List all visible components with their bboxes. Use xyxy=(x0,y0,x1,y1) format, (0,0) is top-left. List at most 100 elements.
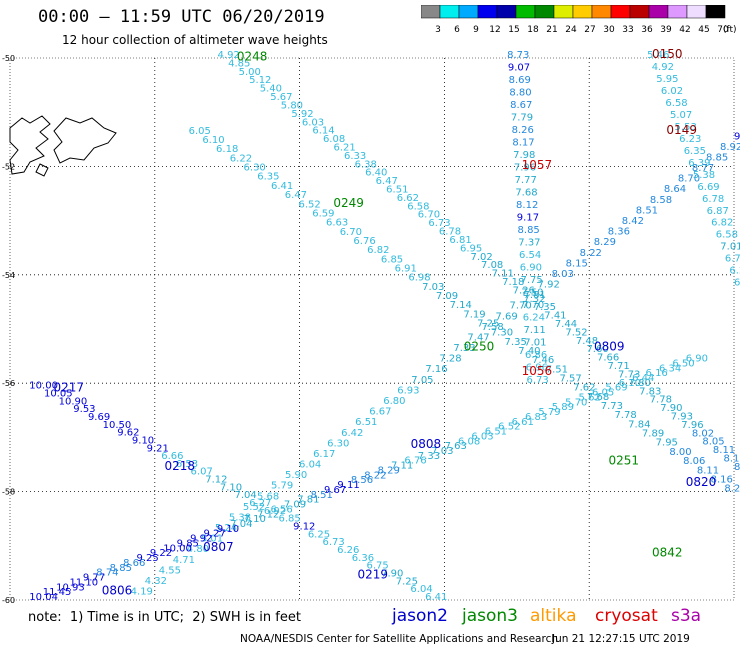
wave-height-value: 6.59 xyxy=(312,208,334,219)
wave-height-value: 6.69 xyxy=(697,182,719,193)
wave-height-value: 7.09 xyxy=(284,500,306,511)
legend-altika: altika xyxy=(530,606,577,626)
wave-height-value: 7.66 xyxy=(597,353,619,364)
wave-height-value: 6.05 xyxy=(592,388,614,399)
wave-height-value: 6.08 xyxy=(323,134,345,145)
wave-height-value: 6.47 xyxy=(285,190,307,201)
wave-height-value: 8.73 xyxy=(507,50,529,61)
wave-height-value: 7.33 xyxy=(418,451,440,462)
wave-height-value: 8.16 xyxy=(711,474,733,485)
wave-height-value: 8.64 xyxy=(664,184,686,195)
wave-height-value: 6.82 xyxy=(711,218,733,229)
wave-height-value: 7.33 xyxy=(453,343,475,354)
wave-height-value: 6.10 xyxy=(202,135,224,146)
wave-height-value: 7.25 xyxy=(477,318,499,329)
wave-height-value: 6.78 xyxy=(439,227,461,238)
wave-height-value: 6.70 xyxy=(418,210,440,221)
wave-height-value: 6.38 xyxy=(355,159,377,170)
wave-height-value: 6.56 xyxy=(270,504,292,515)
wave-height-value: 10.04 xyxy=(29,592,58,603)
lat-tick-label: -52 xyxy=(2,162,15,171)
wave-height-value: 4.19 xyxy=(131,587,153,598)
legend-s3a: s3a xyxy=(671,606,702,626)
wave-height-value: 7.09 xyxy=(436,291,458,302)
color-tick-label: 18 xyxy=(527,25,539,35)
wave-height-value: 9.10 xyxy=(217,524,239,535)
wave-height-value: 8.51 xyxy=(636,205,658,216)
wave-height-value: 6.51 xyxy=(355,417,377,428)
wave-height-value: 6.50 xyxy=(672,358,694,369)
wave-height-value: 7.73 xyxy=(618,369,640,380)
wave-height-value: 6.36 xyxy=(352,553,374,564)
wave-height-value: 7.28 xyxy=(439,354,461,365)
legend-cryosat: cryosat xyxy=(595,606,658,626)
wave-height-value: 9.22 xyxy=(150,548,172,559)
wave-height-value: 5.69 xyxy=(605,383,627,394)
wave-height-value: 4.71 xyxy=(173,555,195,566)
wave-height-value: 7.93 xyxy=(671,411,693,422)
wave-height-value: 7.11 xyxy=(391,461,413,472)
wave-height-value: 6.75 xyxy=(366,561,388,572)
wave-height-value: 7.12 xyxy=(205,475,227,486)
wave-height-value: 9.11 xyxy=(337,480,359,491)
wave-height-value: 8.11 xyxy=(697,465,719,476)
wave-height-value: 8.10 xyxy=(723,454,740,465)
wave-height-value: 7.41 xyxy=(544,311,566,322)
wave-height-value: 6.39 xyxy=(688,158,710,169)
wave-height-value: 6.03 xyxy=(471,431,493,442)
track-0248: 4.924.855.005.125.405.675.805.926.036.14… xyxy=(218,50,740,473)
wave-height-value: 9.17 xyxy=(517,213,539,224)
wave-height-value: 6.35 xyxy=(684,146,706,157)
wave-height-value: 6.53 xyxy=(176,459,198,470)
wave-height-value: 6.83 xyxy=(525,412,547,423)
page-subtitle: 12 hour collection of altimeter wave hei… xyxy=(62,33,328,47)
wave-height-value: 8.74 xyxy=(96,568,118,579)
color-tick-label: 12 xyxy=(489,25,500,35)
wave-height-value: 9.25 xyxy=(136,553,158,564)
wave-height-value: 6.47 xyxy=(376,176,398,187)
wave-height-value: 7.96 xyxy=(681,420,703,431)
wave-height-value: 6.16 xyxy=(646,368,668,379)
wave-height-value: 5.01 xyxy=(201,534,223,545)
wave-height-value: 7.69 xyxy=(495,311,517,322)
wave-height-value: 7.78 xyxy=(614,410,636,421)
wave-height-value: 6.90 xyxy=(520,263,542,274)
color-tick-label: 42 xyxy=(679,25,690,35)
lat-tick-label: -54 xyxy=(2,271,15,280)
wave-height-value: 8.12 xyxy=(516,200,538,211)
wave-height-value: 6.41 xyxy=(271,181,293,192)
wave-height-value: 6.96 xyxy=(526,363,548,374)
wave-height-value: 5.12 xyxy=(249,75,271,86)
wave-height-value: 6.05 xyxy=(189,126,211,137)
pass-time-label: 0820 xyxy=(686,475,717,489)
wave-height-value: 6.58 xyxy=(716,230,738,241)
wave-height-value: 6.76 xyxy=(404,456,426,467)
legend-jason2: jason2 xyxy=(392,606,448,626)
wave-height-value: 10.00 xyxy=(29,381,58,392)
wave-height-value: 6.67 xyxy=(369,407,391,418)
wave-height-value: 5.80 xyxy=(281,100,303,111)
generated-timestamp: Jun 21 12:27:15 UTC 2019 xyxy=(552,633,690,645)
wave-height-value: 6.02 xyxy=(661,86,683,97)
wave-height-value: 4.55 xyxy=(159,565,181,576)
wave-height-value: 5.38 xyxy=(693,170,715,181)
pass-time-label: 0251 xyxy=(609,454,640,468)
wave-height-value: 5.79 xyxy=(271,481,293,492)
wave-height-value: 6.85 xyxy=(279,514,301,525)
wave-height-value: 6.86 xyxy=(525,350,547,361)
wave-height-value: 6.73 xyxy=(725,254,740,265)
wave-height-value: 8.56 xyxy=(351,475,373,486)
track-1057: 8.73 9.078.69 8.808.67 7.798.26 8.177.98 7.96… xyxy=(507,50,549,386)
color-swatch xyxy=(705,5,726,19)
wave-height-value: 6.77 xyxy=(734,278,740,289)
wave-height-value: 7.44 xyxy=(555,319,577,330)
wave-height-value: 6.07 xyxy=(191,467,213,478)
wave-height-value: 7.51 xyxy=(546,364,568,375)
wave-height-value: 8.26 xyxy=(512,125,534,136)
wave-height-value: 6.98 xyxy=(408,273,430,284)
wave-height-value: 6.85 xyxy=(381,254,403,265)
wave-height-value: 6.35 xyxy=(257,172,279,183)
wave-height-value: 7.03 xyxy=(422,282,444,293)
wave-height-value: 6.82 xyxy=(367,245,389,256)
wave-height-value: 6.03 xyxy=(302,117,324,128)
